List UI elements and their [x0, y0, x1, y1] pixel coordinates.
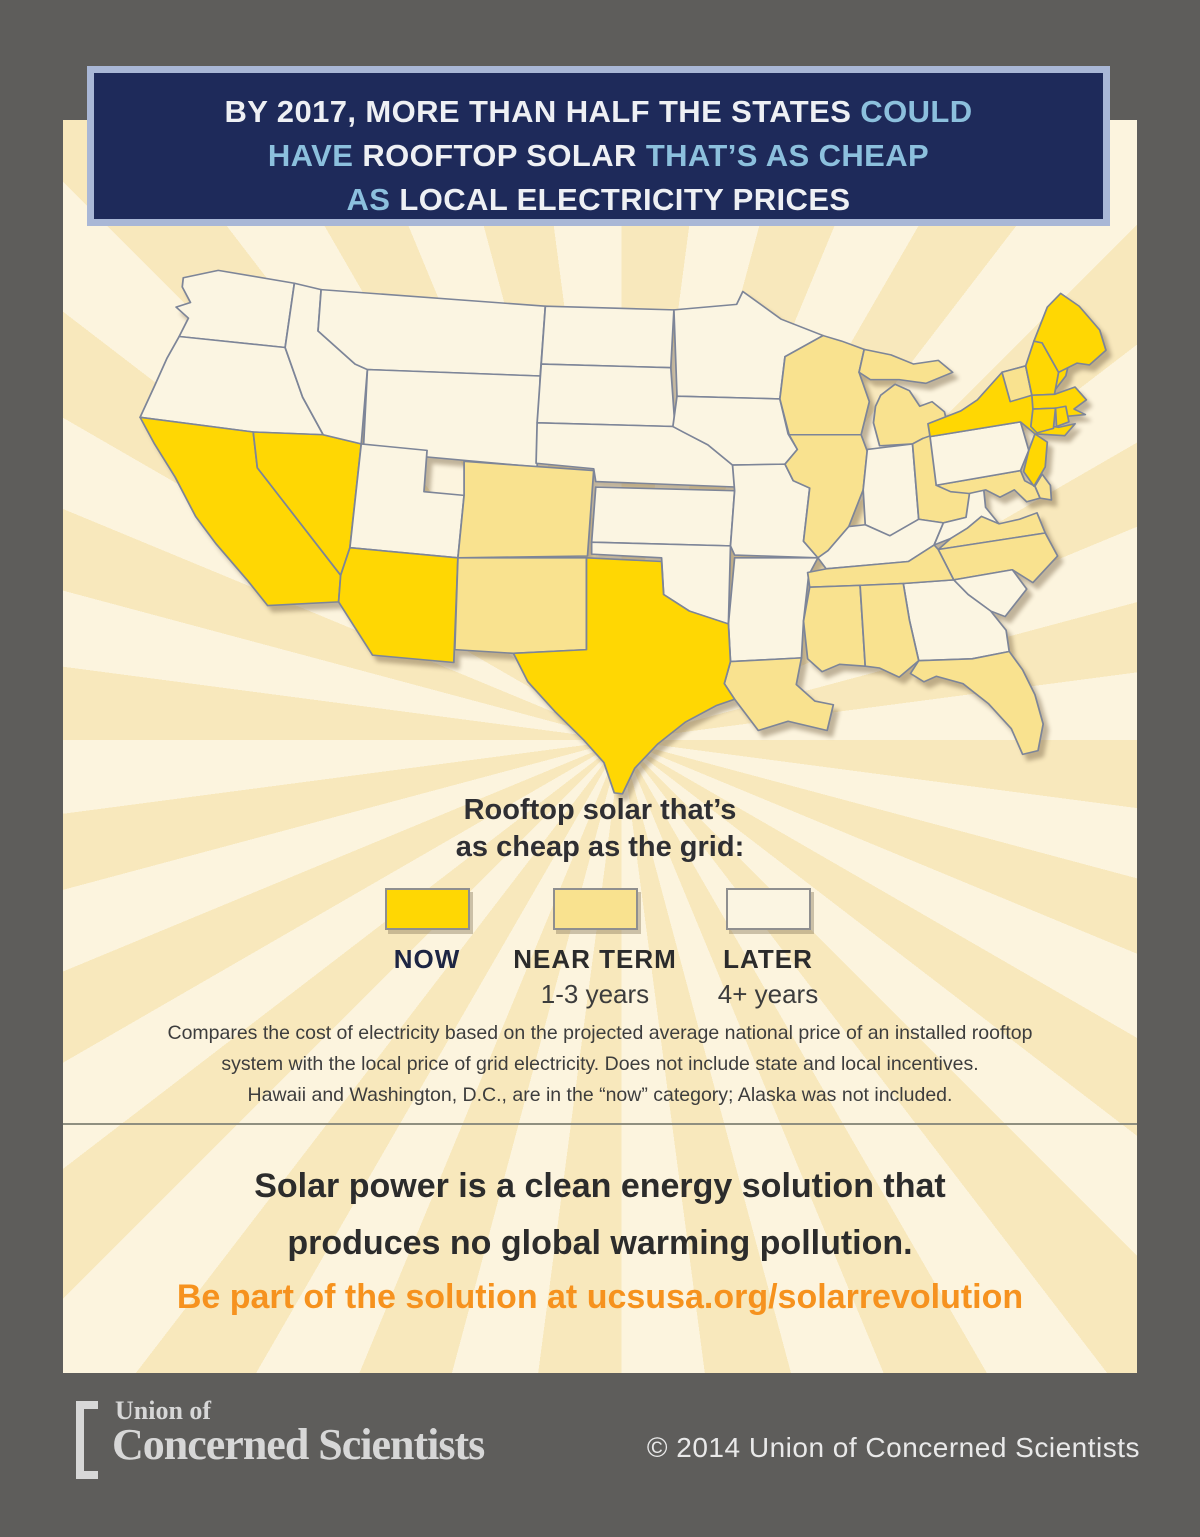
headline-banner: BY 2017, MORE THAN HALF THE STATES COULD… [87, 66, 1110, 226]
state-AR [727, 557, 819, 663]
headline-segment: BY 2017, MORE THAN HALF THE STATES [224, 94, 861, 129]
headline-segment: AS [346, 182, 400, 217]
legend-sublabel-now [362, 979, 492, 1009]
solar-message: Solar power is a clean energy solution t… [63, 1158, 1137, 1272]
ucs-logo: Union of Concerned Scientists [76, 1396, 485, 1479]
solar-message-line-1: Solar power is a clean energy solution t… [254, 1167, 946, 1205]
footer: Union of Concerned Scientists © 2014 Uni… [0, 1373, 1200, 1537]
legend-label-near-term: NEAR TERM [513, 944, 677, 974]
state-IN [862, 443, 920, 537]
map-legend: Rooftop solar that’s as cheap as the gri… [63, 792, 1137, 1010]
section-divider [63, 1123, 1137, 1125]
logo-concerned-scientists: Concerned Scientists [112, 1420, 485, 1469]
state-VA [937, 512, 1047, 551]
state-RI [1054, 405, 1070, 428]
headline-line-1: BY 2017, MORE THAN HALF THE STATES COULD [94, 90, 1103, 134]
state-FL [909, 650, 1045, 756]
footnote-line-2: system with the local price of grid elec… [221, 1053, 979, 1075]
state-MS [802, 584, 867, 673]
headline-segment: HAVE [267, 138, 363, 173]
state-AZ [337, 546, 459, 664]
state-ND [540, 305, 675, 369]
legend-swatch-later [725, 888, 811, 930]
ucs-logo-text: Union of Concerned Scientists [112, 1396, 485, 1469]
cta-text: Be part of the solution at [176, 1278, 587, 1316]
state-TX [512, 557, 736, 795]
headline-segment: THAT’S AS CHEAP [645, 138, 930, 173]
footnote-line-3: Hawaii and Washington, D.C., are in the … [247, 1084, 953, 1106]
us-map [139, 269, 1107, 795]
state-UT [349, 443, 465, 559]
legend-title-line-1: Rooftop solar that’s [463, 794, 737, 826]
legend-items: NOW NEAR TERM 1-3 years LATER 4+ years [63, 888, 1137, 1010]
state-LA [723, 657, 835, 732]
headline-line-3: AS LOCAL ELECTRICITY PRICES [94, 178, 1103, 222]
legend-item-near-term: NEAR TERM 1-3 years [510, 888, 680, 1010]
copyright-text: © 2014 Union of Concerned Scientists [646, 1432, 1140, 1463]
legend-item-now: NOW [362, 888, 492, 1010]
legend-title: Rooftop solar that’s as cheap as the gri… [63, 792, 1137, 866]
footnote: Compares the cost of electricity based o… [63, 1018, 1137, 1111]
state-WI [778, 334, 871, 436]
state-KS [590, 486, 736, 547]
state-DE [1034, 473, 1053, 501]
legend-sublabel-near-term: 1-3 years [540, 979, 650, 1009]
legend-title-line-2: as cheap as the grid: [455, 831, 745, 863]
state-ME [1033, 292, 1107, 374]
legend-sublabel-later: 4+ years [717, 979, 819, 1009]
logo-union-of: Union of [115, 1396, 212, 1425]
state-SD [536, 363, 676, 428]
cta-url-link[interactable]: ucsusa.org/solarrevolution [586, 1278, 1024, 1316]
legend-swatch-near-term [552, 888, 638, 930]
state-CO [457, 460, 595, 559]
headline-segment: LOCAL ELECTRICITY PRICES [399, 182, 851, 217]
headline-segment: ROOFTOP SOLAR [362, 138, 646, 173]
legend-item-later: LATER 4+ years [698, 888, 838, 1010]
state-MD [935, 469, 1041, 503]
state-WA [175, 269, 296, 349]
footnote-line-1: Compares the cost of electricity based o… [167, 1022, 1033, 1044]
headline-segment: COULD [860, 94, 973, 129]
content-panel: Rooftop solar that’s as cheap as the gri… [63, 120, 1137, 1373]
headline-line-2: HAVE ROOFTOP SOLAR THAT’S AS CHEAP [94, 134, 1103, 178]
legend-label-later: LATER [723, 944, 813, 974]
state-CT [1029, 407, 1057, 434]
state-NM [453, 557, 588, 655]
state-AL [859, 582, 920, 678]
solar-message-line-2: produces no global warming pollution. [287, 1224, 913, 1262]
legend-label-now: NOW [393, 944, 461, 974]
legend-swatch-now [384, 888, 470, 930]
call-to-action: Be part of the solution at ucsusa.org/so… [63, 1278, 1137, 1317]
bracket-icon [76, 1401, 98, 1479]
